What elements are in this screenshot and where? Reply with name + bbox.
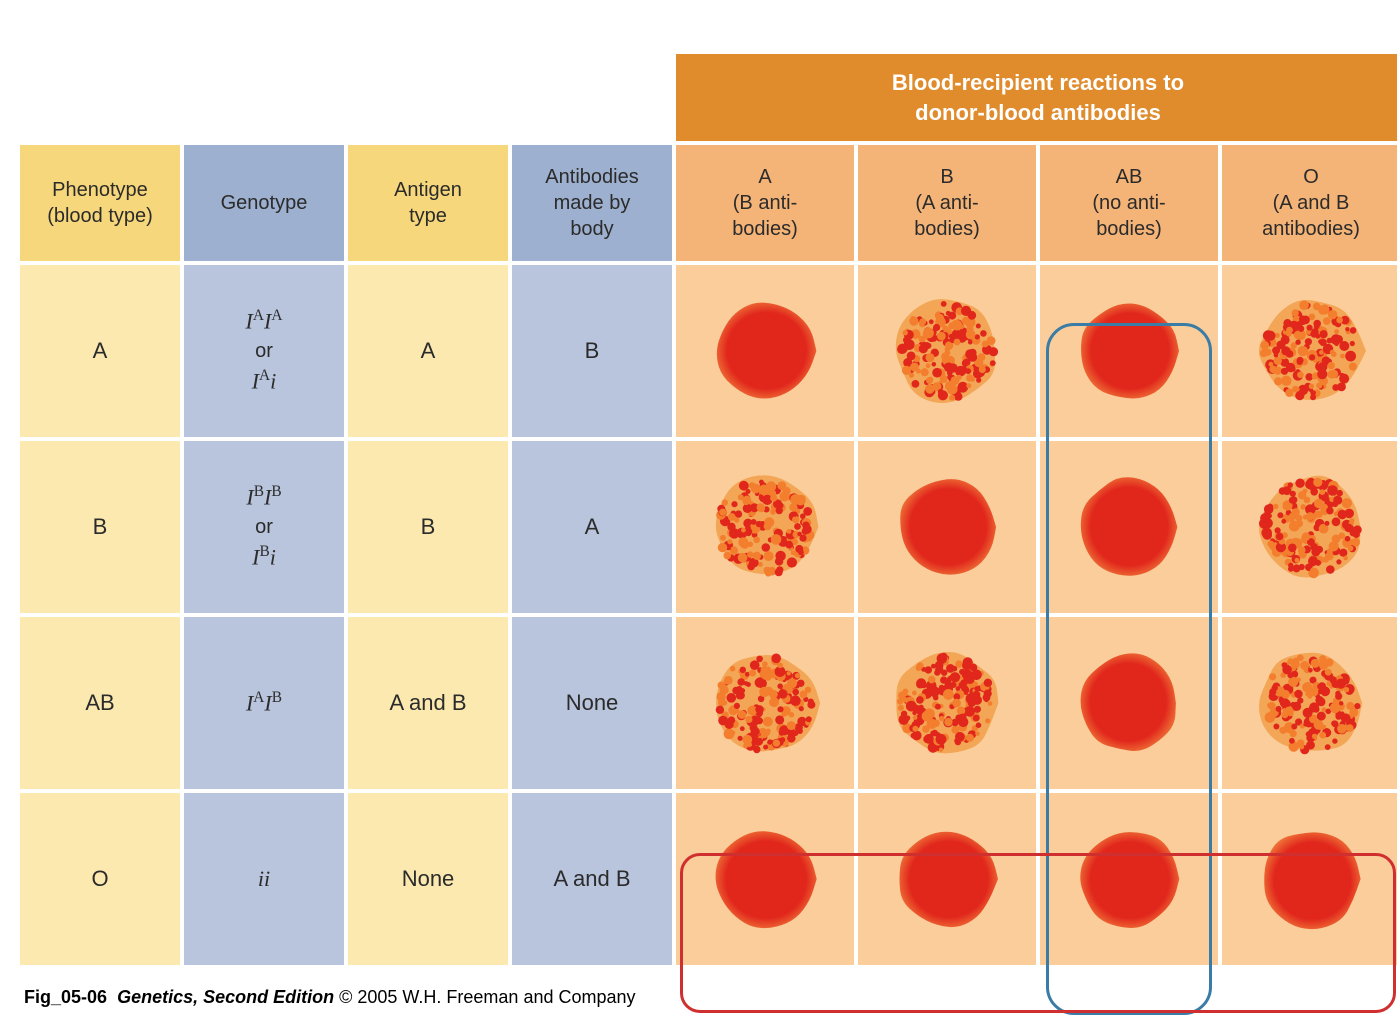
caption-title: Genetics, Second Edition — [117, 987, 334, 1007]
header-donor-a: A (B anti- bodies) — [676, 145, 854, 261]
reaction-agglutinated — [858, 617, 1036, 789]
phenotype-cell: A — [20, 265, 180, 437]
reactions-banner: Blood-recipient reactions to donor-blood… — [676, 54, 1397, 141]
reaction-smooth — [676, 265, 854, 437]
genotype-cell: IAIB — [184, 617, 344, 789]
antibodies-cell: A and B — [512, 793, 672, 965]
banner-line-2: donor-blood antibodies — [915, 100, 1161, 125]
genotype-cell: IAIAorIAi — [184, 265, 344, 437]
phenotype-cell: B — [20, 441, 180, 613]
banner-line-1: Blood-recipient reactions to — [892, 70, 1184, 95]
antigen-cell: A and B — [348, 617, 508, 789]
antibodies-cell: None — [512, 617, 672, 789]
phenotype-cell: O — [20, 793, 180, 965]
reaction-agglutinated — [676, 617, 854, 789]
reaction-smooth — [1040, 441, 1218, 613]
reaction-agglutinated — [1222, 441, 1397, 613]
blood-type-table: Blood-recipient reactions to donor-blood… — [20, 54, 1377, 965]
antigen-cell: B — [348, 441, 508, 613]
header-donor-o: O (A and B antibodies) — [1222, 145, 1397, 261]
reaction-smooth — [858, 793, 1036, 965]
reaction-agglutinated — [1222, 265, 1397, 437]
header-phenotype: Phenotype (blood type) — [20, 145, 180, 261]
header-donor-b: B (A anti- bodies) — [858, 145, 1036, 261]
header-donor-ab: AB (no anti- bodies) — [1040, 145, 1218, 261]
spacer — [20, 54, 672, 141]
phenotype-cell: AB — [20, 617, 180, 789]
antibodies-cell: B — [512, 265, 672, 437]
reaction-agglutinated — [676, 441, 854, 613]
antibodies-cell: A — [512, 441, 672, 613]
reaction-smooth — [1040, 793, 1218, 965]
reaction-smooth — [676, 793, 854, 965]
figure-root: (a) (b) Blood-recipient reactions to don… — [0, 54, 1397, 1008]
header-antigen: Antigen type — [348, 145, 508, 261]
antigen-cell: None — [348, 793, 508, 965]
genotype-cell: IBIBorIBi — [184, 441, 344, 613]
reaction-smooth — [858, 441, 1036, 613]
caption-rest: © 2005 W.H. Freeman and Company — [334, 987, 635, 1007]
reaction-agglutinated — [858, 265, 1036, 437]
reaction-agglutinated — [1222, 617, 1397, 789]
reaction-smooth — [1040, 617, 1218, 789]
reaction-smooth — [1040, 265, 1218, 437]
header-genotype: Genotype — [184, 145, 344, 261]
header-antibodies: Antibodies made by body — [512, 145, 672, 261]
antigen-cell: A — [348, 265, 508, 437]
caption-fig: Fig_05-06 — [24, 987, 107, 1007]
reaction-smooth — [1222, 793, 1397, 965]
genotype-cell: ii — [184, 793, 344, 965]
